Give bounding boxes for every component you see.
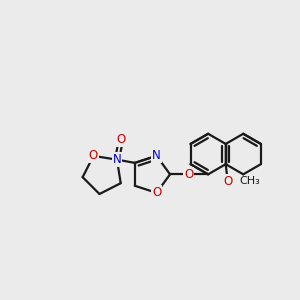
Text: O: O (152, 186, 161, 199)
Text: N: N (112, 153, 122, 166)
Text: N: N (152, 149, 161, 162)
Text: O: O (116, 133, 126, 146)
Text: O: O (89, 149, 98, 162)
Text: O: O (223, 175, 232, 188)
Text: CH₃: CH₃ (239, 176, 260, 186)
Text: O: O (184, 168, 193, 181)
